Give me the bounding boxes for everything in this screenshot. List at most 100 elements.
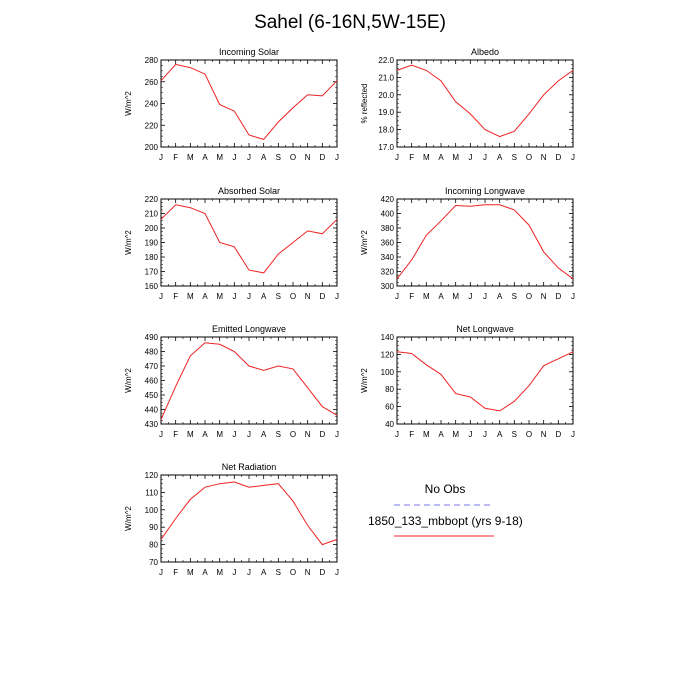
albedo-xtick-label: J	[483, 153, 487, 162]
albedo-title: Albedo	[471, 47, 499, 57]
incoming-longwave-xtick-label: J	[571, 292, 575, 301]
net-longwave-title: Net Longwave	[456, 324, 514, 334]
albedo-xtick-label: O	[526, 153, 532, 162]
incoming-solar-xtick-label: M	[187, 153, 194, 162]
legend-swatches	[394, 504, 494, 537]
emitted-longwave-series-line	[160, 342, 338, 420]
net-radiation-ytick-label: 100	[145, 506, 159, 515]
incoming-solar-xtick-label: O	[290, 153, 296, 162]
incoming-longwave-ytick-label: 300	[381, 282, 395, 291]
net-radiation-xtick-label: J	[335, 568, 339, 577]
net-radiation-xtick-label: J	[232, 568, 236, 577]
albedo-ytick-label: 22.0	[378, 56, 394, 65]
incoming-solar-xtick-label: J	[335, 153, 339, 162]
net-radiation-ytick-label: 110	[145, 488, 158, 497]
incoming-longwave-frame	[396, 198, 574, 287]
net-radiation-xtick-label: A	[261, 568, 267, 577]
incoming-solar-ytick-label: 220	[145, 121, 159, 130]
net-radiation-xtick-label: A	[202, 568, 208, 577]
emitted-longwave-xtick-label: M	[216, 430, 223, 439]
absorbed-solar-ytick-label: 170	[145, 268, 159, 277]
net-longwave-ylabel: W/m^2	[360, 368, 369, 393]
net-longwave-xtick-label: A	[438, 430, 444, 439]
absorbed-solar-ytick-label: 160	[145, 282, 159, 291]
net-longwave-xtick-label: M	[423, 430, 430, 439]
emitted-longwave-ytick-label: 430	[145, 420, 159, 429]
net-radiation-title: Net Radiation	[222, 462, 277, 472]
albedo-xtick-label: N	[541, 153, 547, 162]
absorbed-solar-xtick-label: J	[335, 292, 339, 301]
incoming-solar-xtick-label: S	[276, 153, 281, 162]
incoming-longwave-ytick-label: 340	[381, 253, 395, 262]
emitted-longwave-xtick-label: O	[290, 430, 296, 439]
absorbed-solar-series-line	[160, 204, 338, 274]
albedo-ytick-label: 19.0	[378, 108, 394, 117]
emitted-longwave-xtick-label: J	[159, 430, 163, 439]
net-longwave-ytick-label: 60	[385, 403, 394, 412]
incoming-longwave-ylabel: W/m^2	[360, 230, 369, 255]
incoming-solar-title: Incoming Solar	[219, 47, 279, 57]
figure-title: Sahel (6-16N,5W-15E)	[254, 12, 446, 33]
albedo-ytick-label: 21.0	[378, 73, 394, 82]
absorbed-solar-xtick-label: A	[202, 292, 208, 301]
incoming-longwave-title: Incoming Longwave	[445, 186, 525, 196]
incoming-longwave-xtick-label: D	[555, 292, 561, 301]
net-radiation-xtick-label: S	[276, 568, 281, 577]
incoming-solar-xtick-label: J	[232, 153, 236, 162]
emitted-longwave-xtick-label: N	[305, 430, 311, 439]
net-longwave-ytick-label: 40	[385, 420, 394, 429]
incoming-longwave-ytick-label: 420	[381, 195, 395, 204]
emitted-longwave-ytick-label: 480	[145, 348, 159, 357]
net-radiation-ytick-label: 120	[145, 471, 159, 480]
net-radiation-xtick-label: N	[305, 568, 311, 577]
incoming-solar-xtick-label: F	[173, 153, 178, 162]
albedo-xtick-label: A	[438, 153, 444, 162]
net-longwave-xtick-label: O	[526, 430, 532, 439]
absorbed-solar-xtick-label: O	[290, 292, 296, 301]
net-radiation-xtick-label: D	[319, 568, 325, 577]
absorbed-solar-xtick-label: S	[276, 292, 281, 301]
absorbed-solar-xtick-label: M	[216, 292, 223, 301]
incoming-solar-xtick-label: N	[305, 153, 311, 162]
emitted-longwave-ylabel: W/m^2	[124, 368, 133, 393]
net-radiation-ytick-label: 70	[149, 558, 158, 567]
net-longwave-xtick-label: J	[483, 430, 487, 439]
absorbed-solar-xtick-label: J	[247, 292, 251, 301]
absorbed-solar-ylabel: W/m^2	[124, 230, 133, 255]
albedo-ytick-label: 17.0	[378, 143, 394, 152]
emitted-longwave-xtick-label: J	[247, 430, 251, 439]
albedo-frame	[396, 59, 574, 148]
albedo-series-line	[396, 64, 574, 138]
legend-entry-model-label: 1850_133_mbbopt (yrs 9-18)	[368, 514, 523, 528]
emitted-longwave-xtick-label: A	[202, 430, 208, 439]
absorbed-solar-xtick-label: J	[232, 292, 236, 301]
absorbed-solar-xtick-label: M	[187, 292, 194, 301]
incoming-solar-xtick-label: J	[159, 153, 163, 162]
incoming-longwave-xtick-label: J	[483, 292, 487, 301]
emitted-longwave-xtick-label: S	[276, 430, 281, 439]
net-longwave-ytick-label: 80	[385, 385, 394, 394]
albedo-ytick-label: 20.0	[378, 91, 394, 100]
absorbed-solar-xtick-label: D	[319, 292, 325, 301]
net-radiation-xtick-label: M	[187, 568, 194, 577]
incoming-longwave-xtick-label: J	[395, 292, 399, 301]
net-longwave-xtick-label: N	[541, 430, 547, 439]
net-longwave-xtick-label: J	[571, 430, 575, 439]
net-longwave-xtick-label: M	[452, 430, 459, 439]
net-radiation-ytick-label: 90	[149, 523, 158, 532]
emitted-longwave-xtick-label: A	[261, 430, 267, 439]
albedo-xtick-label: M	[423, 153, 430, 162]
albedo-xtick-label: J	[468, 153, 472, 162]
absorbed-solar-ytick-label: 190	[145, 239, 159, 248]
net-radiation-series-line	[160, 481, 338, 546]
incoming-longwave-xtick-label: M	[452, 292, 459, 301]
emitted-longwave-ytick-label: 440	[145, 406, 159, 415]
incoming-longwave-xtick-label: A	[438, 292, 444, 301]
net-longwave-ytick-label: 120	[381, 350, 395, 359]
albedo-xtick-label: A	[497, 153, 503, 162]
